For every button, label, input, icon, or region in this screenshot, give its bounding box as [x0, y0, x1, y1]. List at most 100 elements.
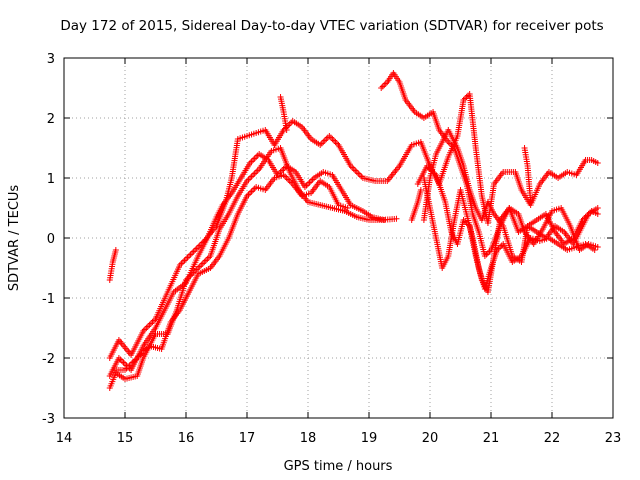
y-tick-label: 0	[47, 232, 55, 247]
data-point	[196, 263, 203, 270]
x-tick-label: 21	[483, 431, 500, 446]
data-point	[329, 136, 336, 142]
data-point	[527, 199, 534, 205]
data-point	[353, 169, 360, 175]
data-point	[248, 158, 255, 165]
data-point	[118, 358, 125, 364]
series-trace-4	[109, 172, 351, 373]
series-trace-1	[106, 145, 400, 391]
series-trace-9	[420, 127, 601, 265]
data-point	[463, 94, 470, 100]
data-point	[193, 266, 200, 273]
data-point	[309, 176, 316, 183]
x-tick-label: 23	[605, 431, 622, 446]
data-point	[120, 359, 127, 366]
gridlines	[64, 58, 613, 418]
data-point	[417, 187, 424, 193]
data-point	[250, 172, 257, 178]
data-point	[318, 140, 325, 147]
series-trace-10	[408, 187, 424, 223]
data-point	[378, 85, 385, 91]
data-point	[282, 173, 289, 180]
data-point	[352, 167, 359, 174]
data-point	[245, 176, 252, 183]
data-point	[285, 176, 292, 183]
y-tick-label: -3	[42, 412, 55, 427]
data-point	[247, 175, 254, 181]
y-axis-label: SDTVAR / TECUs	[7, 185, 22, 292]
x-tick-labels: 14 15 16 17 18 19 20 21 22 23	[56, 431, 622, 446]
series-trace-5	[106, 247, 119, 283]
data-point	[251, 185, 258, 192]
data-point	[251, 170, 258, 177]
data-point	[147, 320, 154, 327]
data-point	[323, 136, 330, 142]
data-point	[277, 169, 284, 175]
data-point	[283, 127, 290, 133]
data-point	[184, 254, 191, 261]
x-tick-label: 15	[117, 431, 134, 446]
data-point	[179, 259, 186, 265]
data-point	[193, 245, 200, 252]
data-point	[350, 166, 357, 172]
data-point	[282, 125, 289, 132]
series-trace-8	[414, 163, 601, 295]
series-trace-11	[521, 145, 534, 205]
axis-ticks	[63, 57, 614, 419]
data-point	[125, 364, 132, 370]
data-point	[254, 167, 261, 174]
data-point	[321, 137, 328, 144]
data-point	[187, 251, 194, 258]
y-tick-labels: -3 -2 -1 0 1 2 3	[42, 52, 55, 427]
chart-title: Day 172 of 2015, Sidereal Day-to-day VTE…	[60, 18, 603, 34]
data-point	[379, 83, 386, 90]
data-point	[306, 179, 313, 186]
y-tick-label: -1	[42, 292, 55, 307]
data-point	[594, 160, 601, 166]
data-point	[183, 256, 189, 262]
data-point	[381, 82, 388, 88]
data-point	[355, 170, 362, 177]
data-point	[594, 211, 601, 217]
data-point	[204, 256, 211, 262]
data-point	[112, 247, 119, 253]
data-point	[349, 164, 356, 171]
data-point	[250, 157, 257, 163]
data-point	[330, 137, 337, 144]
x-tick-label: 18	[300, 431, 317, 446]
data-point	[146, 322, 153, 328]
data-point	[198, 262, 205, 268]
data-points	[106, 70, 601, 391]
data-point	[333, 140, 340, 147]
data-point	[594, 244, 601, 250]
data-point	[190, 248, 197, 255]
data-point	[332, 139, 339, 145]
series-trace-12	[277, 94, 290, 133]
data-point	[247, 190, 254, 196]
y-tick-label: 2	[47, 112, 55, 127]
data-point	[253, 169, 260, 175]
y-tick-label: 3	[47, 52, 55, 67]
data-point	[251, 155, 258, 162]
data-point	[381, 217, 388, 223]
data-point	[186, 253, 193, 259]
data-point	[279, 167, 286, 174]
data-point	[144, 323, 151, 330]
x-tick-label: 19	[361, 431, 378, 446]
data-point	[326, 133, 333, 139]
x-tick-label: 20	[422, 431, 439, 446]
x-tick-label: 14	[56, 431, 73, 446]
data-point	[201, 259, 208, 265]
series-trace-6	[378, 70, 601, 259]
data-point	[248, 173, 255, 180]
y-tick-label: 1	[47, 172, 55, 187]
x-tick-label: 22	[544, 431, 561, 446]
data-point	[181, 257, 188, 264]
x-axis-label: GPS time / hours	[284, 459, 393, 474]
x-tick-label: 16	[178, 431, 195, 446]
data-point	[305, 181, 311, 187]
y-tick-label: -2	[42, 352, 55, 367]
data-point	[123, 365, 130, 372]
data-point	[308, 178, 315, 184]
